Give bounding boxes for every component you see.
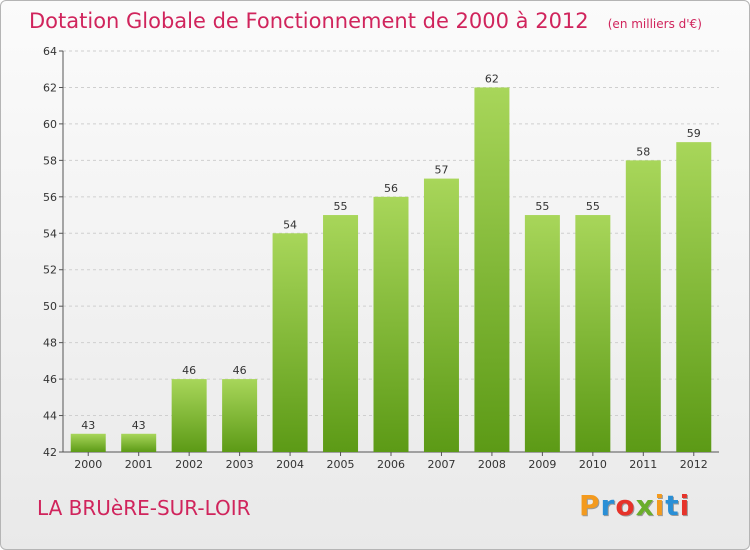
bar-2003 (222, 379, 258, 452)
value-label-2010: 55 (586, 200, 600, 213)
labels: 42 44 46 48 50 52 54 56 58 60 62 64 43 2000 43 2001 46 20… (43, 45, 708, 471)
x-tick-label-2001: 2001 (125, 458, 153, 471)
bar-2010 (575, 215, 611, 452)
y-tick-label: 52 (43, 264, 57, 277)
x-tick-label-2009: 2009 (528, 458, 556, 471)
x-tick-label-2006: 2006 (377, 458, 405, 471)
y-tick-label: 42 (43, 446, 57, 459)
value-label-2007: 57 (434, 164, 448, 177)
value-label-2001: 43 (132, 419, 146, 432)
y-tick-label: 44 (43, 410, 57, 423)
value-label-2000: 43 (81, 419, 95, 432)
bar-2000 (70, 433, 106, 452)
bar-2001 (121, 433, 157, 452)
x-tick-label-2007: 2007 (427, 458, 455, 471)
x-tick-label-2008: 2008 (478, 458, 506, 471)
x-tick-label-2010: 2010 (579, 458, 607, 471)
value-label-2012: 59 (687, 127, 701, 140)
brand-letter: x (635, 489, 655, 522)
x-tick-label-2002: 2002 (175, 458, 203, 471)
y-tick-label: 54 (43, 227, 57, 240)
value-label-2008: 62 (485, 72, 499, 85)
x-tick-label-2011: 2011 (629, 458, 657, 471)
title-row: Dotation Globale de Fonctionnement de 20… (29, 9, 702, 33)
y-tick-label: 64 (43, 45, 57, 58)
brand-letter: i (679, 489, 691, 522)
y-tick-label: 60 (43, 118, 57, 131)
value-label-2004: 54 (283, 218, 297, 231)
x-tick-label-2012: 2012 (680, 458, 708, 471)
bar-2004 (272, 233, 308, 452)
bar-2002 (171, 379, 207, 452)
chart-unit: (en milliers d'€) (607, 17, 702, 31)
bar-2007 (423, 178, 459, 452)
brand-letter: P (579, 489, 601, 522)
y-tick-label: 46 (43, 373, 57, 386)
bar-2009 (524, 215, 560, 452)
y-tick-label: 56 (43, 191, 57, 204)
bars (70, 87, 712, 453)
value-label-2003: 46 (233, 364, 247, 377)
bar-2005 (323, 215, 359, 452)
brand-logo: Proxiti (579, 489, 690, 522)
y-tick-label: 50 (43, 300, 57, 313)
value-label-2006: 56 (384, 182, 398, 195)
value-label-2009: 55 (535, 200, 549, 213)
chart-title: Dotation Globale de Fonctionnement de 20… (29, 9, 589, 33)
value-label-2005: 55 (334, 200, 348, 213)
bar-2012 (676, 142, 712, 453)
bar-2006 (373, 196, 409, 452)
x-tick-label-2004: 2004 (276, 458, 304, 471)
brand-letter: i (654, 489, 666, 522)
brand-letter: r (600, 489, 616, 522)
value-label-2002: 46 (182, 364, 196, 377)
brand-letter: t (665, 489, 680, 522)
bar-2011 (625, 160, 661, 452)
bar-2008 (474, 87, 510, 453)
y-tick-label: 48 (43, 337, 57, 350)
value-label-2011: 58 (636, 145, 650, 158)
x-tick-label-2005: 2005 (327, 458, 355, 471)
brand-letter: o (615, 489, 636, 522)
x-tick-label-2000: 2000 (74, 458, 102, 471)
y-tick-label: 62 (43, 81, 57, 94)
commune-name: LA BRUèRE-SUR-LOIR (37, 496, 251, 520)
x-tick-label-2003: 2003 (226, 458, 254, 471)
y-tick-label: 58 (43, 154, 57, 167)
